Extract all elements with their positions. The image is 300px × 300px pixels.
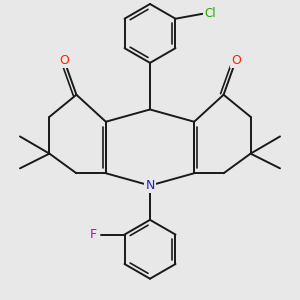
Text: O: O xyxy=(59,54,69,67)
Text: N: N xyxy=(145,179,155,192)
Text: F: F xyxy=(90,228,97,241)
Text: O: O xyxy=(231,54,241,67)
Text: Cl: Cl xyxy=(204,7,216,20)
